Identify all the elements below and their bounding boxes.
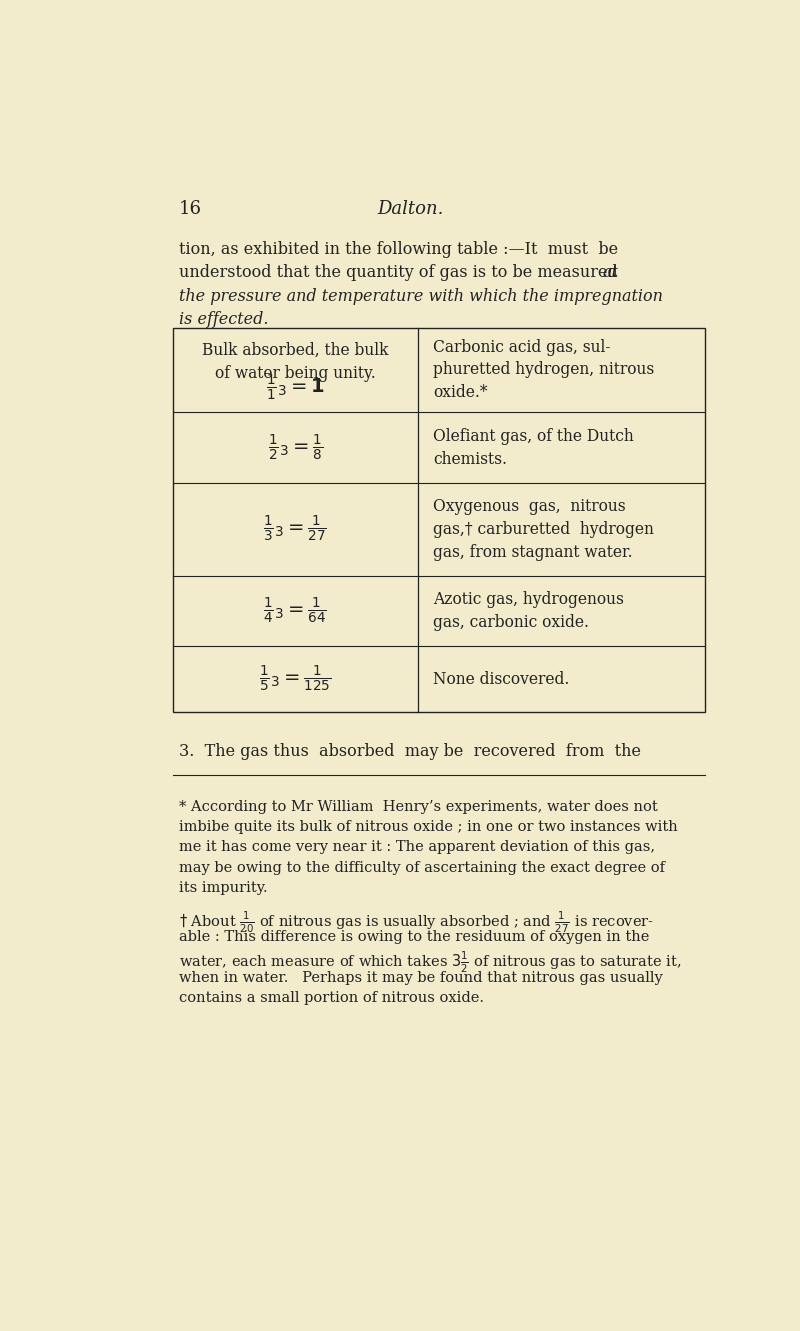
Text: at: at — [602, 264, 618, 281]
Text: * According to Mr William  Henry’s experiments, water does not: * According to Mr William Henry’s experi… — [179, 800, 658, 813]
Text: $\frac{1}{3}_{3} = \frac{1}{27}$: $\frac{1}{3}_{3} = \frac{1}{27}$ — [263, 514, 327, 544]
Text: 3.  The gas thus  absorbed  may be  recovered  from  the: 3. The gas thus absorbed may be recovere… — [179, 743, 641, 760]
Text: of water being unity.: of water being unity. — [215, 365, 376, 382]
Text: its impurity.: its impurity. — [179, 881, 268, 896]
Bar — [173, 327, 705, 712]
Text: may be owing to the difficulty of ascertaining the exact degree of: may be owing to the difficulty of ascert… — [179, 861, 665, 874]
Text: me it has come very near it : The apparent deviation of this gas,: me it has come very near it : The appare… — [179, 840, 655, 855]
Text: Azotic gas, hydrogenous: Azotic gas, hydrogenous — [434, 591, 624, 608]
Text: water, each measure of which takes $3\frac{1}{2}$ of nitrous gas to saturate it,: water, each measure of which takes $3\fr… — [179, 950, 682, 976]
Text: $\dagger$ About $\frac{1}{20}$ of nitrous gas is usually absorbed ; and $\frac{1: $\dagger$ About $\frac{1}{20}$ of nitrou… — [179, 909, 654, 934]
Text: able : This difference is owing to the residuum of oxygen in the: able : This difference is owing to the r… — [179, 930, 650, 944]
Text: $\frac{1}{4}_{3} = \frac{1}{64}$: $\frac{1}{4}_{3} = \frac{1}{64}$ — [263, 596, 327, 626]
Text: when in water.   Perhaps it may be found that nitrous gas usually: when in water. Perhaps it may be found t… — [179, 970, 662, 985]
Text: Oxygenous  gas,  nitrous: Oxygenous gas, nitrous — [434, 498, 626, 515]
Text: Bulk absorbed, the bulk: Bulk absorbed, the bulk — [202, 342, 389, 359]
Text: imbibe quite its bulk of nitrous oxide ; in one or two instances with: imbibe quite its bulk of nitrous oxide ;… — [179, 820, 678, 835]
Text: $\frac{1}{5}_{3} = \frac{1}{125}$: $\frac{1}{5}_{3} = \frac{1}{125}$ — [259, 664, 331, 695]
Text: tion, as exhibited in the following table :—It  must  be: tion, as exhibited in the following tabl… — [179, 241, 618, 258]
Text: is effected.: is effected. — [179, 311, 269, 327]
Text: $\frac{1}{1}_{3} = \mathbf{1}$: $\frac{1}{1}_{3} = \mathbf{1}$ — [266, 373, 325, 403]
Text: understood that the quantity of gas is to be measured: understood that the quantity of gas is t… — [179, 264, 628, 281]
Text: contains a small portion of nitrous oxide.: contains a small portion of nitrous oxid… — [179, 992, 484, 1005]
Text: Carbonic acid gas, sul-: Carbonic acid gas, sul- — [434, 338, 610, 355]
Text: $\frac{1}{2}_{3} = \frac{1}{8}$: $\frac{1}{2}_{3} = \frac{1}{8}$ — [268, 433, 323, 463]
Text: oxide.*: oxide.* — [434, 385, 488, 401]
Text: phuretted hydrogen, nitrous: phuretted hydrogen, nitrous — [434, 362, 654, 378]
Text: None discovered.: None discovered. — [434, 671, 570, 688]
Text: gas, carbonic oxide.: gas, carbonic oxide. — [434, 614, 590, 631]
Text: gas, from stagnant water.: gas, from stagnant water. — [434, 543, 633, 560]
Text: 16: 16 — [179, 200, 202, 218]
Text: the pressure and temperature with which the impregnation: the pressure and temperature with which … — [179, 287, 663, 305]
Text: Dalton.: Dalton. — [377, 200, 443, 218]
Text: gas,† carburetted  hydrogen: gas,† carburetted hydrogen — [434, 520, 654, 538]
Text: Olefiant gas, of the Dutch: Olefiant gas, of the Dutch — [434, 427, 634, 445]
Text: chemists.: chemists. — [434, 451, 507, 467]
